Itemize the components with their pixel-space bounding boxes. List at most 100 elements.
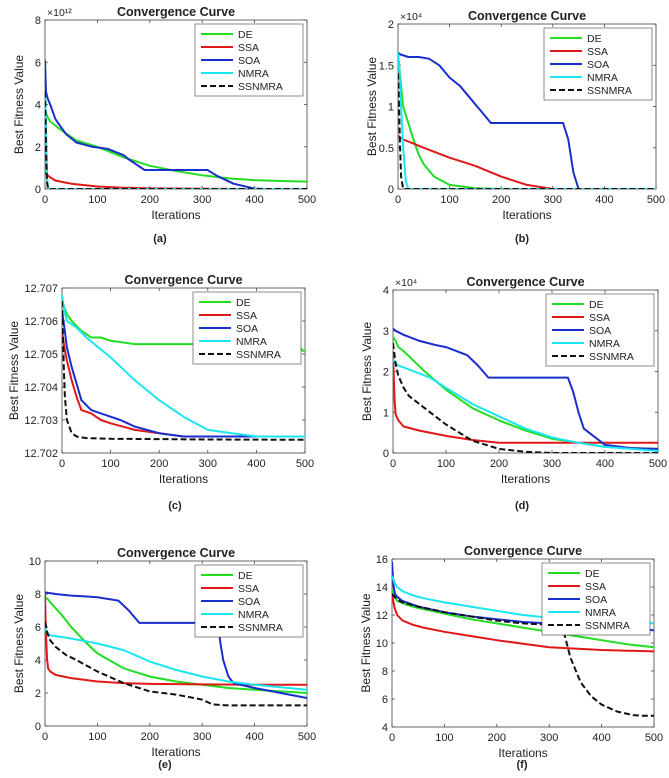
series-line-de [392,589,654,649]
x-tick-label: 0 [395,194,401,206]
x-tick-label: 300 [544,194,562,206]
x-tick-label: 100 [88,731,106,743]
x-tick-label: 200 [490,458,508,470]
y-tick-label: 2 [35,142,41,154]
y-tick-label: 0 [35,721,41,733]
x-axis-label: Iterations [151,745,200,759]
series-line-ssa [45,593,307,686]
series-line-ssnmra [398,73,656,189]
x-tick-label: 100 [435,732,453,744]
legend-label-ssnmra: SSNMRA [236,349,281,361]
x-tick-label: 400 [595,194,613,206]
y-tick-label: 8 [382,666,388,678]
y-tick-label: 1 [388,102,394,114]
y-tick-label: 0 [35,184,41,196]
legend-label-nmra: NMRA [589,338,620,350]
chart-title: Convergence Curve [466,275,584,289]
series-line-de [45,596,307,694]
y-axis-label: Best Fitness Value [360,322,374,421]
chart-panel-f: 0 100 200 300 400 500 4 6 8 10 12 14 16 Convergence C… [359,544,663,771]
y-tick-label: 12.707 [24,283,58,295]
panel-caption: (e) [158,759,172,771]
legend-label-ssnmra: SSNMRA [587,85,632,97]
panel-caption: (d) [515,500,529,512]
y-tick-label: 4 [35,100,41,112]
x-axis-label: Iterations [498,746,547,760]
chart-title: Convergence Curve [464,544,582,558]
axis-exponent-label: ×10¹² [47,7,72,19]
y-tick-label: 2 [35,688,41,700]
series-line-ssnmra [45,621,307,707]
panel-caption: (b) [515,233,529,245]
legend-label-nmra: NMRA [587,72,618,84]
y-tick-label: 4 [382,722,388,734]
y-tick-label: 2 [388,19,394,31]
legend-label-de: DE [585,568,600,580]
y-tick-label: 6 [35,622,41,634]
y-tick-label: 0 [388,184,394,196]
y-tick-label: 12.705 [24,349,58,361]
legend-label-ssnmra: SSNMRA [238,622,283,634]
y-axis-label: Best Fitness Value [365,57,379,156]
x-tick-label: 300 [543,458,561,470]
x-tick-label: 400 [596,458,614,470]
y-tick-label: 4 [383,285,389,297]
legend-label-ssnmra: SSNMRA [589,351,634,363]
legend-label-nmra: NMRA [238,609,269,621]
legend-label-nmra: NMRA [585,607,616,619]
x-tick-label: 500 [298,194,316,206]
y-tick-label: 0.5 [379,143,394,155]
legend-label-ssnmra: SSNMRA [238,81,283,93]
x-tick-label: 100 [88,194,106,206]
y-tick-label: 10 [29,556,41,568]
x-tick-label: 200 [141,194,159,206]
legend-label-ssnmra: SSNMRA [585,620,630,632]
series-line-ssa [392,593,654,653]
x-tick-label: 0 [42,731,48,743]
x-tick-label: 500 [649,458,667,470]
y-tick-label: 10 [376,638,388,650]
x-tick-label: 400 [592,732,610,744]
x-axis-label: Iterations [159,472,208,486]
panel-caption: (c) [168,500,182,512]
legend-label-ssa: SSA [587,46,608,58]
legend-label-soa: SOA [236,323,258,335]
series-line-nmra [45,626,307,691]
x-tick-label: 400 [247,458,265,470]
series-line-ssa [393,355,658,444]
y-tick-label: 0 [383,448,389,460]
chart-panel-e: 0 100 200 300 400 500 0 2 4 6 8 10 Convergence Curve… [12,546,316,771]
x-tick-label: 500 [298,731,316,743]
chart-title: Convergence Curve [468,9,586,23]
y-tick-label: 12.704 [24,382,58,394]
x-tick-label: 400 [245,194,263,206]
y-tick-label: 3 [383,326,389,338]
legend-label-ssa: SSA [585,581,606,593]
axis-exponent-label: ×10⁴ [395,277,417,289]
y-tick-label: 1.5 [379,60,394,72]
y-tick-label: 6 [35,57,41,69]
legend-label-ssa: SSA [238,42,259,54]
legend-label-nmra: NMRA [236,336,267,348]
y-tick-label: 12.702 [24,448,58,460]
x-tick-label: 400 [245,731,263,743]
series-line-nmra [398,52,656,189]
x-tick-label: 200 [492,194,510,206]
y-tick-label: 16 [376,554,388,566]
legend-label-de: DE [238,570,253,582]
series-line-ssnmra [393,342,658,453]
legend-label-ssa: SSA [236,310,257,322]
panel-caption: (a) [153,233,167,245]
x-axis-label: Iterations [501,472,550,486]
legend-label-nmra: NMRA [238,68,269,80]
x-tick-label: 500 [296,458,314,470]
x-tick-label: 300 [540,732,558,744]
legend-label-soa: SOA [589,325,611,337]
x-tick-label: 200 [150,458,168,470]
